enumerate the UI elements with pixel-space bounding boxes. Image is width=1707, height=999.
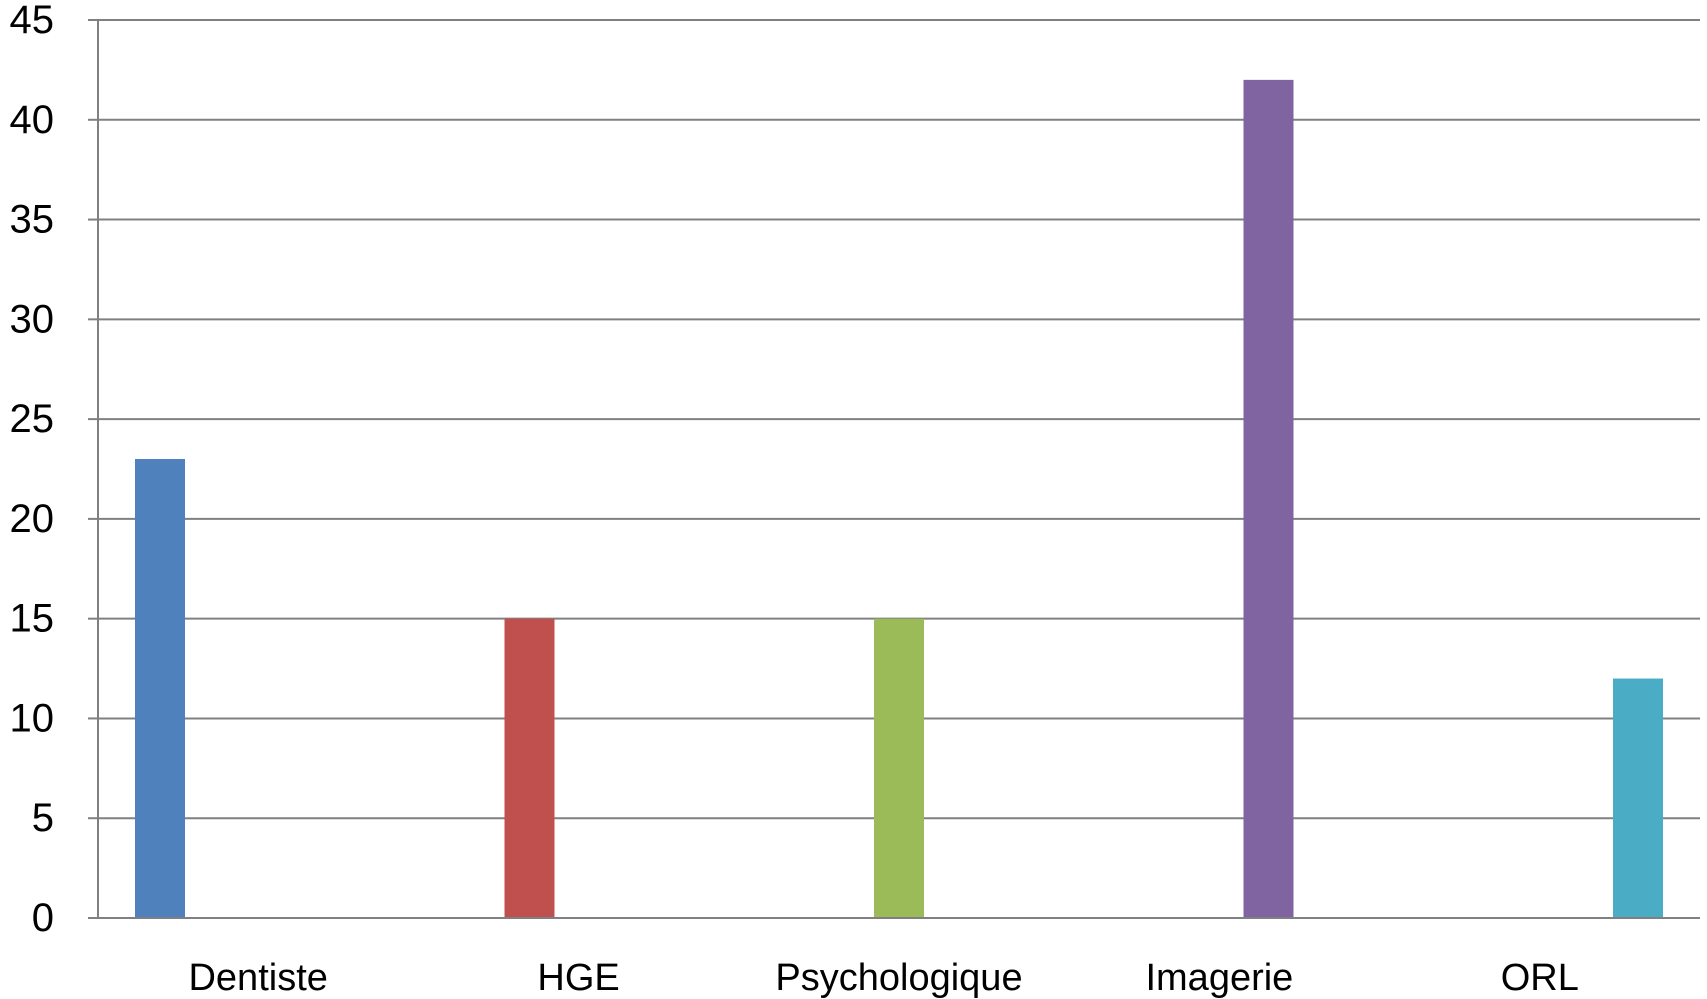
bars [135, 79, 1663, 918]
y-tick-label: 15 [10, 597, 55, 641]
x-tick-label-orl: ORL [1501, 957, 1579, 999]
y-tick-label: 0 [32, 896, 54, 940]
x-tick-label-hge: HGE [537, 957, 619, 999]
bar-dentiste [135, 459, 185, 918]
y-tick-label: 30 [10, 297, 55, 341]
bar-orl [1613, 678, 1663, 918]
x-tick-labels: Dentiste HGE Psychologique Imagerie ORL [188, 957, 1578, 999]
bar-psychologique [874, 618, 924, 918]
y-tick-label: 40 [10, 98, 55, 142]
bar-hge [504, 618, 555, 918]
bar-imagerie [1243, 79, 1294, 918]
y-tick-label: 45 [10, 0, 55, 42]
y-tick-label: 10 [10, 696, 55, 740]
y-tick-label: 25 [10, 397, 55, 441]
y-tick-labels: 0 5 10 15 20 25 30 35 40 45 [10, 0, 55, 940]
y-tick-label: 5 [32, 796, 54, 840]
gridlines [98, 19, 1700, 820]
x-tick-label-dentiste: Dentiste [188, 957, 327, 999]
axes [88, 19, 1700, 919]
x-tick-label-imagerie: Imagerie [1145, 957, 1293, 999]
x-tick-label-psychologique: Psychologique [775, 957, 1022, 999]
y-tick-label: 20 [10, 497, 55, 541]
y-tick-label: 35 [10, 198, 55, 242]
